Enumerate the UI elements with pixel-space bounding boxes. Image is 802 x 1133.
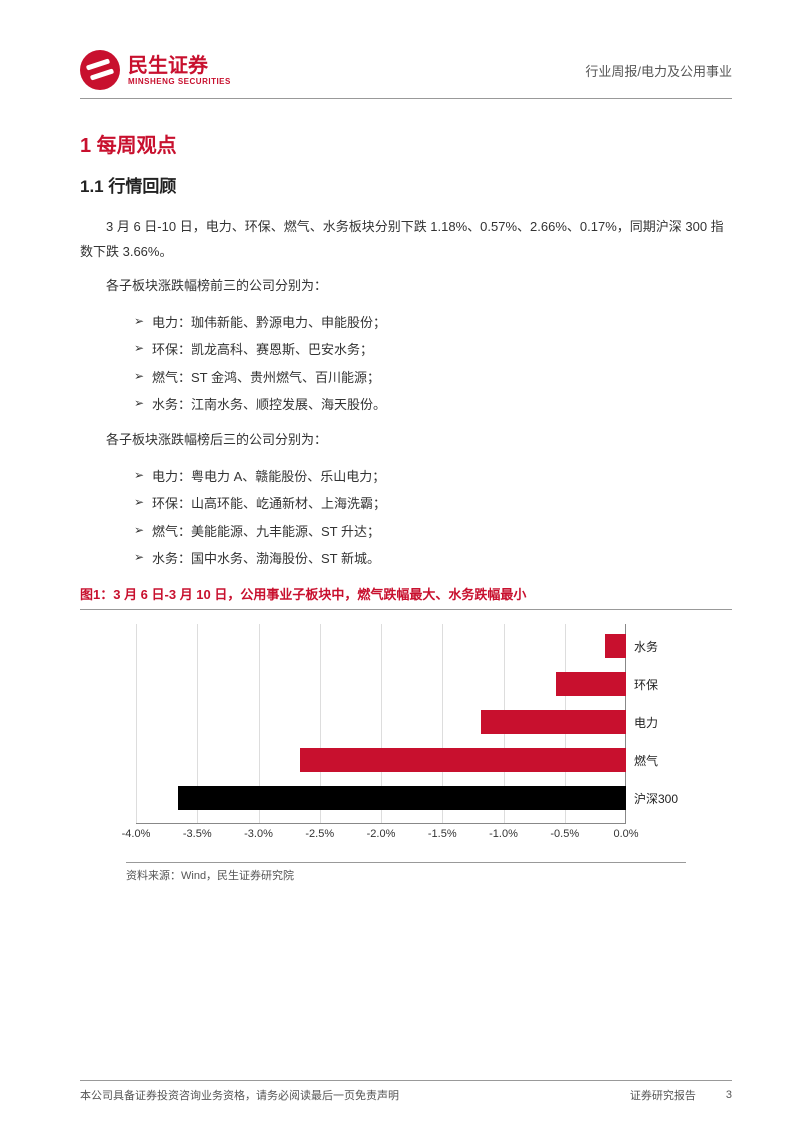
page-footer: 本公司具备证券投资咨询业务资格，请务必阅读最后一页免责声明 证券研究报告 3 — [80, 1080, 732, 1103]
chart-bar — [300, 748, 626, 772]
x-tick-label: -1.0% — [489, 828, 518, 840]
bullet-item: 水务：国中水务、渤海股份、ST 新城。 — [152, 545, 732, 572]
bullet-list-bot3: 电力：粤电力 A、赣能股份、乐山电力；环保：山高环能、屹通新材、上海洗霸；燃气：… — [80, 463, 732, 572]
header-category: 行业周报/电力及公用事业 — [585, 61, 732, 80]
chart-bar-label: 燃气 — [634, 752, 658, 769]
section-heading-2: 1.1 行情回顾 — [80, 172, 732, 197]
bullet-item: 环保：山高环能、屹通新材、上海洗霸； — [152, 490, 732, 517]
bullet-item: 环保：凯龙高科、赛恩斯、巴安水务； — [152, 336, 732, 363]
figure-source: 资料来源：Wind，民生证券研究院 — [126, 867, 686, 883]
footer-page-number: 3 — [726, 1089, 732, 1101]
section-heading-1: 1 每周观点 — [80, 129, 732, 158]
x-tick-label: -0.5% — [550, 828, 579, 840]
bar-chart: 水务环保电力燃气沪深300 — [136, 624, 626, 824]
x-tick-label: -3.0% — [244, 828, 273, 840]
paragraph-bot3-lead: 各子板块涨跌幅榜后三的公司分别为： — [80, 428, 732, 453]
page-header: 民生证券 MINSHENG SECURITIES 行业周报/电力及公用事业 — [80, 50, 732, 99]
bullet-item: 电力：粤电力 A、赣能股份、乐山电力； — [152, 463, 732, 490]
bullet-item: 水务：江南水务、顺控发展、海天股份。 — [152, 391, 732, 418]
bullet-list-top3: 电力：珈伟新能、黔源电力、申能股份；环保：凯龙高科、赛恩斯、巴安水务；燃气：ST… — [80, 309, 732, 418]
chart-bar — [605, 634, 626, 658]
chart-container: 水务环保电力燃气沪深300 -4.0%-3.5%-3.0%-2.5%-2.0%-… — [126, 624, 686, 883]
chart-bar-row — [300, 748, 626, 772]
chart-bar-row — [605, 634, 626, 658]
x-tick-label: -2.0% — [367, 828, 396, 840]
paragraph-top3-lead: 各子板块涨跌幅榜前三的公司分别为： — [80, 274, 732, 299]
chart-bar-label: 水务 — [634, 638, 658, 655]
chart-bar — [481, 710, 626, 734]
figure-title: 图1：3 月 6 日-3 月 10 日，公用事业子板块中，燃气跌幅最大、水务跌幅… — [80, 584, 732, 610]
logo: 民生证券 MINSHENG SECURITIES — [80, 50, 231, 90]
x-tick-label: 0.0% — [613, 828, 638, 840]
chart-bar-label: 电力 — [634, 714, 658, 731]
chart-bar-row — [178, 786, 626, 810]
bullet-item: 燃气：ST 金鸿、贵州燃气、百川能源； — [152, 364, 732, 391]
x-tick-label: -3.5% — [183, 828, 212, 840]
footer-disclaimer: 本公司具备证券投资咨询业务资格，请务必阅读最后一页免责声明 — [80, 1087, 399, 1103]
x-tick-label: -4.0% — [122, 828, 151, 840]
x-tick-label: -1.5% — [428, 828, 457, 840]
chart-bar-label: 沪深300 — [634, 790, 678, 807]
logo-text-en: MINSHENG SECURITIES — [128, 77, 231, 86]
chart-bar-row — [481, 710, 626, 734]
chart-bar-label: 环保 — [634, 676, 658, 693]
paragraph-intro: 3 月 6 日-10 日，电力、环保、燃气、水务板块分别下跌 1.18%、0.5… — [80, 215, 732, 264]
x-tick-label: -2.5% — [305, 828, 334, 840]
logo-text-cn: 民生证券 — [128, 55, 231, 77]
logo-icon — [80, 50, 120, 90]
bullet-item: 电力：珈伟新能、黔源电力、申能股份； — [152, 309, 732, 336]
chart-bar — [178, 786, 626, 810]
chart-bar-row — [556, 672, 626, 696]
grid-line — [136, 624, 137, 823]
footer-report-label: 证券研究报告 — [630, 1087, 696, 1103]
x-axis-ticks: -4.0%-3.5%-3.0%-2.5%-2.0%-1.5%-1.0%-0.5%… — [136, 828, 626, 844]
chart-bar — [556, 672, 626, 696]
bullet-item: 燃气：美能能源、九丰能源、ST 升达； — [152, 518, 732, 545]
